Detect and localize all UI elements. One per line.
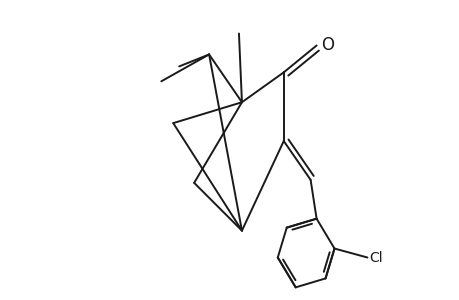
Text: O: O [320, 37, 333, 55]
Text: Cl: Cl [369, 250, 382, 265]
